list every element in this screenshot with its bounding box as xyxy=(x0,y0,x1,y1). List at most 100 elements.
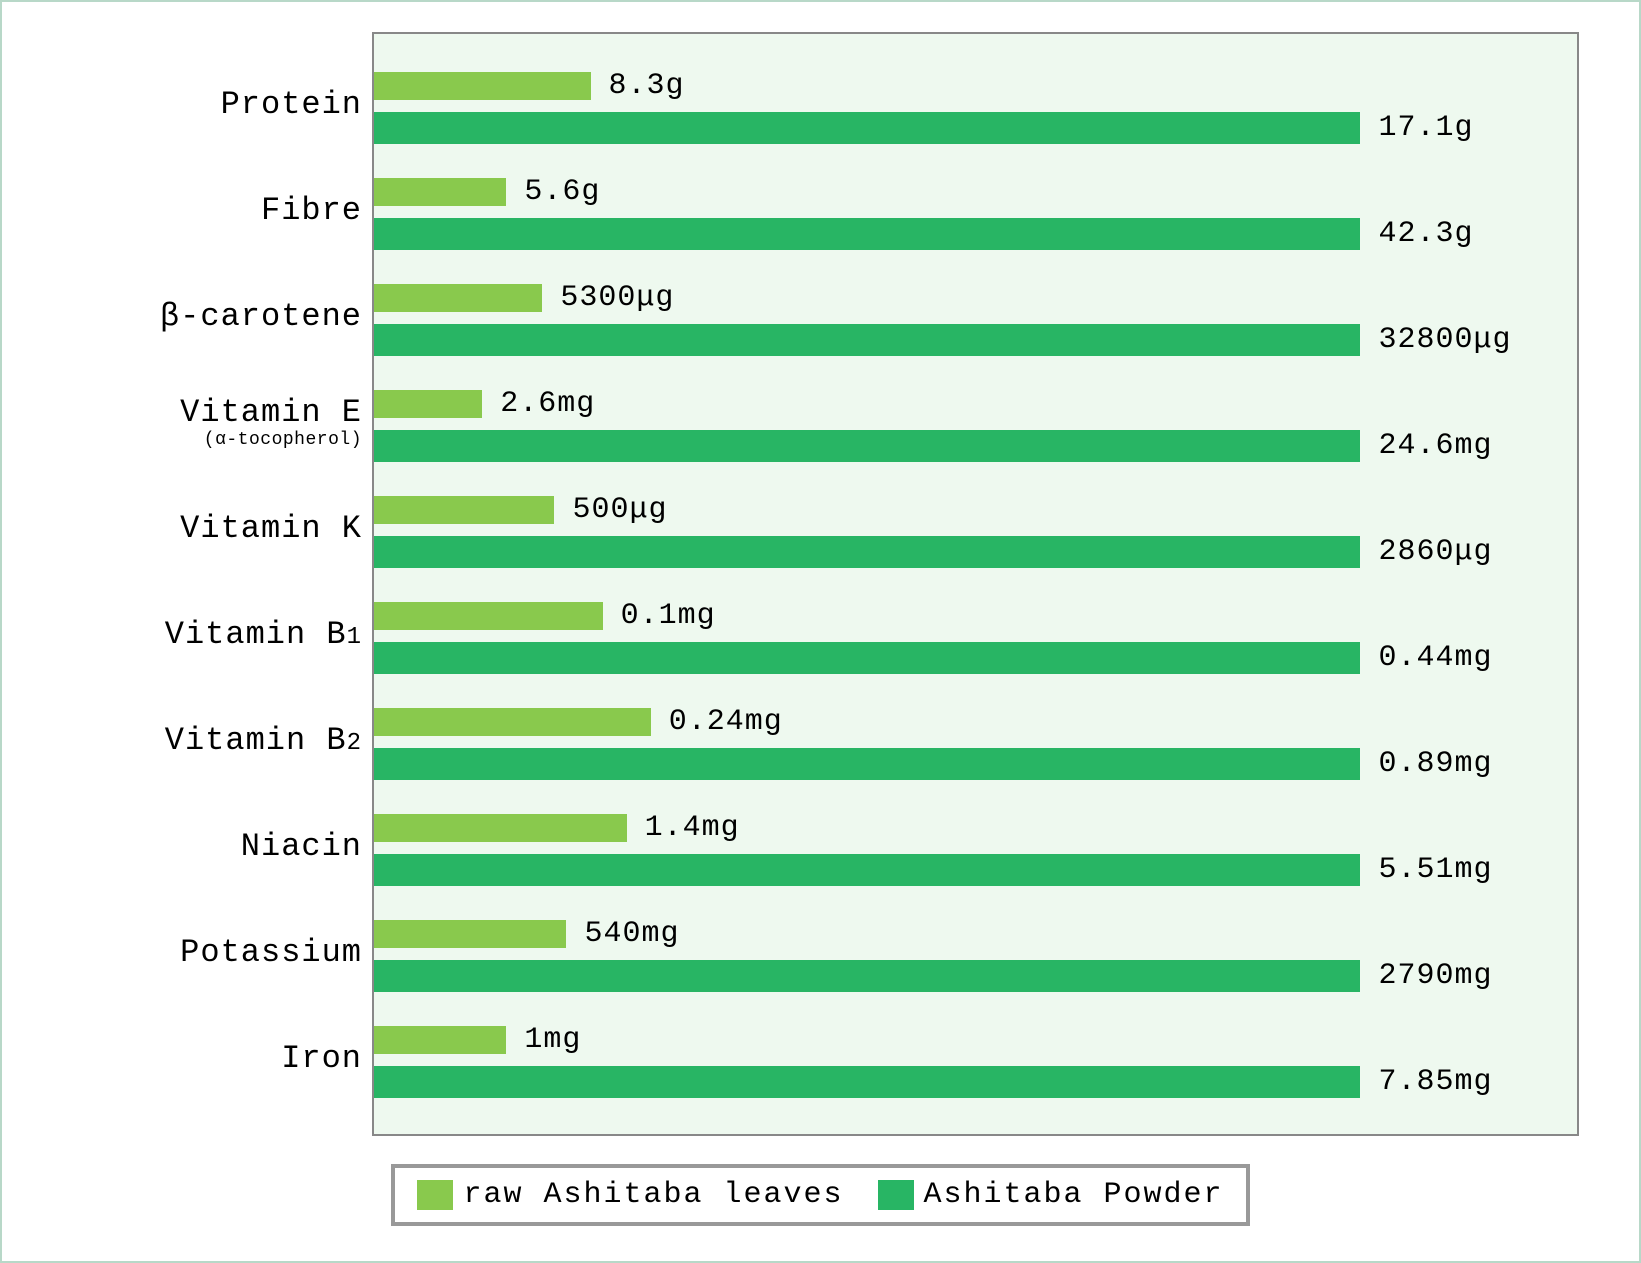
bar-wrap-raw: 540mg xyxy=(374,916,1577,952)
bar-wrap-raw: 1mg xyxy=(374,1022,1577,1058)
bar-group: 5300μg 32800μg xyxy=(374,266,1577,372)
category-label: β-carotene xyxy=(62,264,372,370)
bar-wrap-raw: 0.1mg xyxy=(374,598,1577,634)
category-label: Vitamin B2 xyxy=(62,688,372,794)
bar-wrap-powder: 24.6mg xyxy=(374,428,1577,464)
value-label-powder: 17.1g xyxy=(1378,111,1473,145)
bar-group: 5.6g 42.3g xyxy=(374,160,1577,266)
category-label: Vitamin E(α-tocopherol) xyxy=(62,370,372,476)
bar-raw xyxy=(374,920,566,948)
bar-powder xyxy=(374,218,1360,250)
bar-wrap-powder: 2860μg xyxy=(374,534,1577,570)
bar-wrap-powder: 0.89mg xyxy=(374,746,1577,782)
category-label-text: Niacin xyxy=(241,831,362,863)
bar-raw xyxy=(374,496,554,524)
category-label: Iron xyxy=(62,1006,372,1112)
y-axis-labels: Protein Fibre β-carotene Vitamin E(α-tocoph… xyxy=(62,32,372,1136)
bar-raw xyxy=(374,390,482,418)
bar-group: 540mg 2790mg xyxy=(374,902,1577,1008)
bar-wrap-powder: 32800μg xyxy=(374,322,1577,358)
bar-wrap-raw: 1.4mg xyxy=(374,810,1577,846)
category-label: Potassium xyxy=(62,900,372,1006)
bar-raw xyxy=(374,284,542,312)
bar-raw xyxy=(374,1026,506,1054)
value-label-powder: 42.3g xyxy=(1378,217,1473,251)
bar-group: 1mg 7.85mg xyxy=(374,1008,1577,1114)
chart-frame: Protein Fibre β-carotene Vitamin E(α-tocoph… xyxy=(0,0,1641,1263)
bar-raw xyxy=(374,708,651,736)
legend-swatch-raw xyxy=(417,1180,453,1210)
bar-wrap-powder: 17.1g xyxy=(374,110,1577,146)
value-label-powder: 32800μg xyxy=(1378,323,1511,357)
category-label-text: Vitamin E(α-tocopherol) xyxy=(180,397,362,449)
bar-powder xyxy=(374,536,1360,568)
value-label-raw: 1.4mg xyxy=(645,811,740,845)
category-label-text: Vitamin B2 xyxy=(165,725,362,757)
legend-label-raw: raw Ashitaba leaves xyxy=(463,1178,843,1212)
category-label: Protein xyxy=(62,52,372,158)
bar-wrap-powder: 42.3g xyxy=(374,216,1577,252)
category-label-text: Potassium xyxy=(180,937,362,969)
value-label-raw: 500μg xyxy=(572,493,667,527)
value-label-powder: 0.89mg xyxy=(1378,747,1492,781)
legend: raw Ashitaba leaves Ashitaba Powder xyxy=(391,1164,1249,1226)
value-label-raw: 1mg xyxy=(524,1023,581,1057)
bar-powder xyxy=(374,112,1360,144)
bar-group: 500μg 2860μg xyxy=(374,478,1577,584)
bar-wrap-powder: 5.51mg xyxy=(374,852,1577,888)
bar-group: 2.6mg 24.6mg xyxy=(374,372,1577,478)
bar-raw xyxy=(374,602,603,630)
category-label-text: Vitamin K xyxy=(180,513,362,545)
bar-wrap-raw: 5300μg xyxy=(374,280,1577,316)
category-label: Vitamin K xyxy=(62,476,372,582)
bar-wrap-raw: 5.6g xyxy=(374,174,1577,210)
bar-powder xyxy=(374,960,1360,992)
bar-group: 8.3g 17.1g xyxy=(374,54,1577,160)
bar-group: 1.4mg 5.51mg xyxy=(374,796,1577,902)
value-label-powder: 5.51mg xyxy=(1378,853,1492,887)
bar-wrap-raw: 2.6mg xyxy=(374,386,1577,422)
category-label-text: Protein xyxy=(221,89,362,121)
value-label-powder: 7.85mg xyxy=(1378,1065,1492,1099)
bar-wrap-powder: 2790mg xyxy=(374,958,1577,994)
bar-raw xyxy=(374,814,627,842)
bar-wrap-powder: 0.44mg xyxy=(374,640,1577,676)
category-label: Fibre xyxy=(62,158,372,264)
value-label-raw: 5.6g xyxy=(524,175,600,209)
category-label: Vitamin B1 xyxy=(62,582,372,688)
bar-powder xyxy=(374,1066,1360,1098)
bar-powder xyxy=(374,642,1360,674)
category-label-text: Fibre xyxy=(261,195,362,227)
value-label-raw: 0.24mg xyxy=(669,705,783,739)
bar-wrap-powder: 7.85mg xyxy=(374,1064,1577,1100)
bar-wrap-raw: 500μg xyxy=(374,492,1577,528)
bar-group: 0.24mg 0.89mg xyxy=(374,690,1577,796)
bar-raw xyxy=(374,178,506,206)
bar-raw xyxy=(374,72,591,100)
category-label: Niacin xyxy=(62,794,372,900)
category-label-text: β-carotene xyxy=(160,301,362,333)
value-label-powder: 24.6mg xyxy=(1378,429,1492,463)
bar-wrap-raw: 8.3g xyxy=(374,68,1577,104)
legend-label-powder: Ashitaba Powder xyxy=(924,1178,1224,1212)
value-label-powder: 2790mg xyxy=(1378,959,1492,993)
value-label-raw: 8.3g xyxy=(609,69,685,103)
bar-powder xyxy=(374,324,1360,356)
value-label-powder: 0.44mg xyxy=(1378,641,1492,675)
value-label-raw: 0.1mg xyxy=(621,599,716,633)
bar-wrap-raw: 0.24mg xyxy=(374,704,1577,740)
bar-powder xyxy=(374,854,1360,886)
plot-area: 8.3g 17.1g 5.6g 42.3g 5300μg 32800μg 2.6mg 24.6… xyxy=(372,32,1579,1136)
chart-container: Protein Fibre β-carotene Vitamin E(α-tocoph… xyxy=(62,32,1579,1136)
bar-powder xyxy=(374,748,1360,780)
bar-group: 0.1mg 0.44mg xyxy=(374,584,1577,690)
legend-swatch-powder xyxy=(878,1180,914,1210)
value-label-raw: 5300μg xyxy=(560,281,674,315)
category-label-text: Iron xyxy=(281,1043,362,1075)
value-label-raw: 540mg xyxy=(584,917,679,951)
category-label-text: Vitamin B1 xyxy=(165,619,362,651)
bar-powder xyxy=(374,430,1360,462)
value-label-powder: 2860μg xyxy=(1378,535,1492,569)
value-label-raw: 2.6mg xyxy=(500,387,595,421)
category-label-sub: (α-tocopherol) xyxy=(180,431,362,449)
